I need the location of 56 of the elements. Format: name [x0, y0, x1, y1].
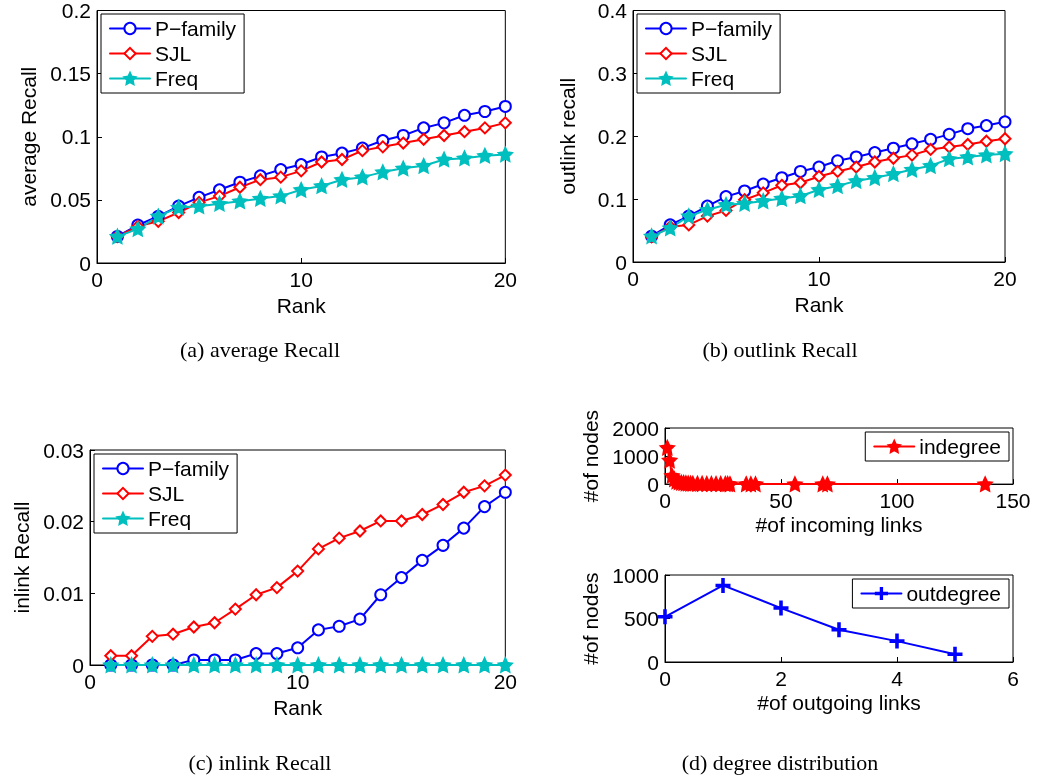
x-tick-label: 6	[1007, 667, 1019, 690]
x-axis-title: Rank	[276, 293, 327, 317]
y-axis-title: #of nodes	[579, 409, 603, 503]
x-tick-label: 10	[807, 267, 831, 290]
y-tick-label: 0	[647, 650, 659, 674]
y-axis-title: inlink Recall	[10, 501, 34, 614]
legend-label: P−family	[691, 17, 773, 40]
x-tick-label: 20	[493, 268, 517, 291]
y-tick-label: 0.01	[43, 581, 84, 605]
x-axis-title: Rank	[794, 292, 845, 316]
y-tick-label: 0.3	[597, 61, 627, 85]
y-tick-label: 1000	[612, 563, 659, 587]
text: (c) inlink Recall	[188, 749, 332, 775]
text: (b) outlink Recall	[702, 336, 858, 362]
y-tick-label: 0.15	[50, 62, 91, 86]
y-tick-label: 0	[647, 472, 659, 496]
x-tick-label: 4	[891, 667, 904, 690]
x-tick-label: 150	[995, 489, 1031, 513]
legend-label: SJL	[148, 482, 185, 505]
legend-label: SJL	[155, 42, 192, 65]
y-tick-label: 0.1	[597, 187, 627, 211]
x-tick-label: 20	[493, 670, 517, 693]
x-tick-label: 10	[289, 268, 313, 291]
legend-label: P−family	[155, 17, 237, 40]
y-tick-label: 2000	[612, 416, 659, 440]
text: (d) degree distribution	[681, 749, 879, 775]
legend-label: Freq	[148, 507, 192, 530]
y-tick-label: 0.2	[61, 0, 91, 22]
x-tick-label: 10	[285, 670, 310, 693]
x-tick-label: 50	[769, 489, 793, 513]
x-tick-label: 100	[879, 489, 915, 513]
text: (a) average Recall	[180, 336, 340, 362]
y-tick-label: 0.05	[50, 188, 91, 212]
y-tick-label: 1000	[612, 444, 659, 468]
y-tick-label: 0.4	[597, 0, 628, 22]
y-tick-label: 0	[79, 251, 91, 275]
y-axis-title: #of nodes	[579, 572, 603, 665]
y-tick-label: 0.03	[43, 438, 84, 462]
x-tick-label: 20	[993, 267, 1017, 290]
legend-label: outdegree	[906, 582, 1002, 605]
legend-label: Freq	[155, 67, 199, 90]
x-tick-label: 2	[775, 667, 787, 690]
legend-label: indegree	[919, 435, 1001, 458]
y-tick-label: 500	[623, 607, 659, 630]
y-tick-label: 0	[615, 250, 627, 274]
legend-label: Freq	[691, 67, 735, 90]
legend-label: P−family	[148, 457, 230, 480]
x-axis-title: Rank	[273, 695, 323, 719]
legend-label: SJL	[691, 42, 728, 65]
x-axis-title: #of incoming links	[755, 513, 923, 537]
y-axis-title: outlink recall	[556, 77, 579, 195]
y-tick-label: 0.1	[61, 125, 91, 149]
y-tick-label: 0.02	[43, 510, 84, 534]
y-tick-label: 0.2	[597, 124, 627, 148]
y-axis-title: average Recall	[17, 66, 41, 207]
x-axis-title: #of outgoing links	[757, 691, 921, 714]
